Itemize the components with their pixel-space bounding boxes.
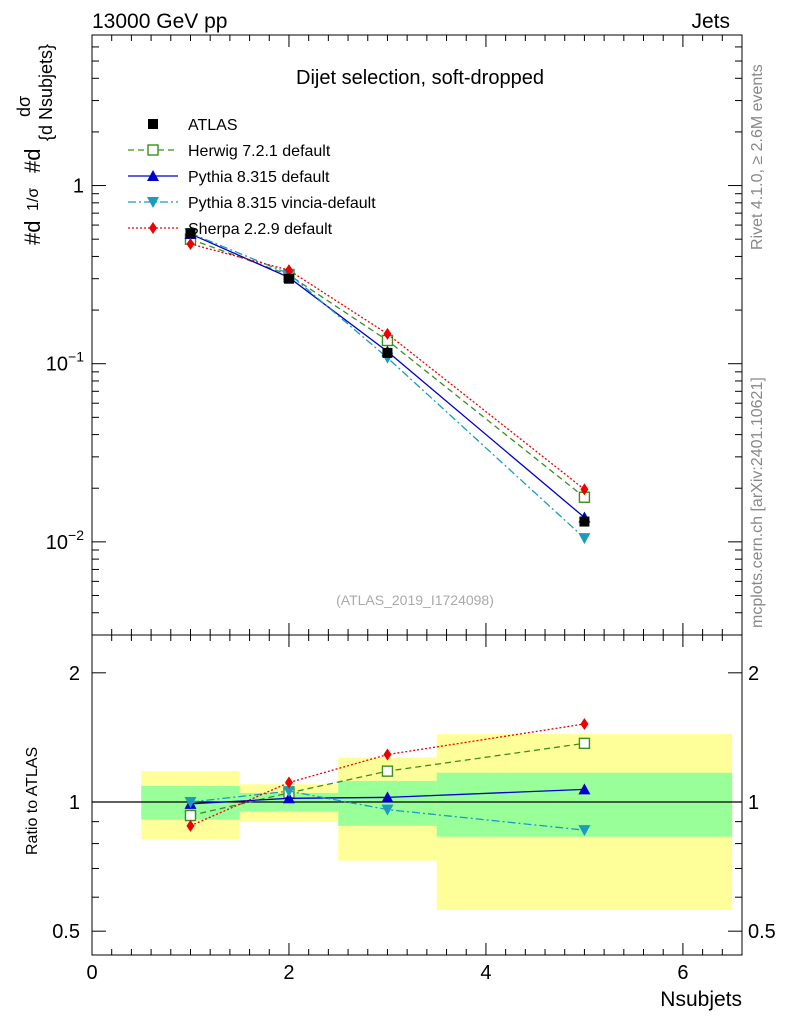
- x-tick-label: 0: [86, 962, 97, 984]
- y-label-fraction: 1/σ: [25, 188, 42, 211]
- series-sherpa-2-2-9-default: [186, 237, 589, 496]
- data-point: [580, 483, 589, 496]
- main-title: Dijet selection, soft-dropped: [296, 67, 544, 89]
- ratio-series-sherpa-2-2-9-default: [186, 717, 589, 832]
- rivet-version-label: Rivet 4.1.0, ≥ 2.6M events: [749, 64, 766, 250]
- legend-marker: [149, 222, 157, 234]
- legend-entry-atlas: ATLAS: [148, 117, 238, 134]
- ratio-y-tick-label: 0.5: [52, 921, 80, 943]
- series-line: [190, 233, 585, 518]
- mcplots-label: mcplots.cern.ch [arXiv:2401.10621]: [749, 377, 766, 628]
- legend-entry-pythia-8-315-default: Pythia 8.315 default: [128, 169, 330, 186]
- x-tick-label: 6: [677, 962, 688, 984]
- legend-marker: [147, 170, 159, 181]
- legend-entry-pythia-8-315-vincia-default: Pythia 8.315 vincia-default: [128, 195, 376, 212]
- header-energy-label: 13000 GeV pp: [92, 10, 227, 33]
- ratio-point: [186, 819, 195, 832]
- ratio-point: [381, 804, 394, 816]
- ratio-series-pythia-8-315-vincia-default: [184, 786, 591, 837]
- data-point: [579, 516, 590, 527]
- ratio-point: [580, 717, 589, 730]
- y-label-prefix: #d: [20, 221, 45, 245]
- legend-entry-sherpa-2-2-9-default: Sherpa 2.2.9 default: [128, 221, 333, 238]
- main-y-tick-label: 1: [73, 176, 84, 198]
- y-label-mid: #d: [20, 149, 45, 173]
- main-y-tick-label: 10−1: [46, 349, 84, 376]
- ratio-point: [578, 737, 591, 750]
- data-point: [383, 327, 392, 340]
- legend: ATLAS Herwig 7.2.1 default Pythia 8.315 de…: [128, 117, 376, 238]
- ratio-y-tick-label-right: 2: [748, 663, 759, 685]
- legend-label: Pythia 8.315 default: [188, 169, 330, 186]
- ratio-frame: [91, 634, 743, 956]
- ratio-point: [381, 791, 394, 803]
- ratio-y-axis-label: Ratio to ATLAS: [24, 747, 41, 855]
- data-point: [284, 264, 293, 277]
- legend-label: Herwig 7.2.1 default: [188, 143, 331, 160]
- ratio-y-tick-label: 2: [69, 663, 80, 685]
- series-atlas: [185, 228, 590, 527]
- series-line: [190, 243, 585, 490]
- main-panel: 10−210−11 Dijet selection, soft-dropped …: [46, 34, 743, 636]
- data-point: [283, 273, 294, 284]
- legend-label: ATLAS: [188, 117, 238, 134]
- data-point: [185, 228, 196, 239]
- legend-marker: [148, 119, 158, 129]
- ratio-y-tick-label-right: 1: [748, 792, 759, 814]
- ratio-line: [190, 788, 585, 805]
- y-label-numerator: dσ: [14, 96, 34, 117]
- ratio-point: [282, 786, 295, 798]
- legend-marker: [147, 197, 159, 208]
- series-pythia-8-315-default: [184, 227, 591, 523]
- series-line: [190, 238, 585, 498]
- ratio-point: [578, 825, 591, 837]
- analysis-label: (ATLAS_2019_I1724098): [336, 592, 494, 608]
- ratio-point: [284, 776, 293, 789]
- main-y-axis-label: #d 1/σ #d dσ {d Nsubjets}: [14, 44, 56, 245]
- ratio-line: [190, 790, 585, 831]
- series-pythia-8-315-vincia-default: [184, 228, 591, 545]
- x-tick-label: 2: [283, 962, 294, 984]
- data-point: [186, 237, 195, 250]
- ratio-point: [184, 796, 197, 808]
- ratio-point: [282, 792, 295, 804]
- ratio-point: [381, 765, 394, 777]
- ratio-panel: 0 2 4 6 0.5 0.5 1 1 2 2: [52, 634, 776, 984]
- ratio-y-tick-label: 1: [69, 792, 80, 814]
- ratio-point: [578, 783, 591, 795]
- main-y-tick-label: 10−2: [46, 527, 84, 554]
- data-point: [578, 533, 591, 545]
- ratio-y-tick-label-right: 0.5: [748, 921, 776, 943]
- ratio-point: [383, 748, 392, 761]
- legend-label: Sherpa 2.2.9 default: [188, 221, 333, 238]
- ratio-line: [190, 723, 585, 827]
- y-label-denominator: {d Nsubjets}: [36, 44, 56, 141]
- legend-label: Pythia 8.315 vincia-default: [188, 195, 376, 212]
- ratio-point: [184, 809, 197, 822]
- series-line: [190, 232, 585, 539]
- legend-entry-herwig-7-2-1-default: Herwig 7.2.1 default: [128, 143, 331, 160]
- legend-marker: [147, 144, 159, 156]
- header-jets-label: Jets: [691, 10, 730, 33]
- series-herwig-7-2-1-default: [184, 233, 591, 503]
- data-point: [382, 347, 393, 358]
- x-tick-label: 4: [480, 962, 491, 984]
- x-axis-label: Nsubjets: [660, 988, 742, 1011]
